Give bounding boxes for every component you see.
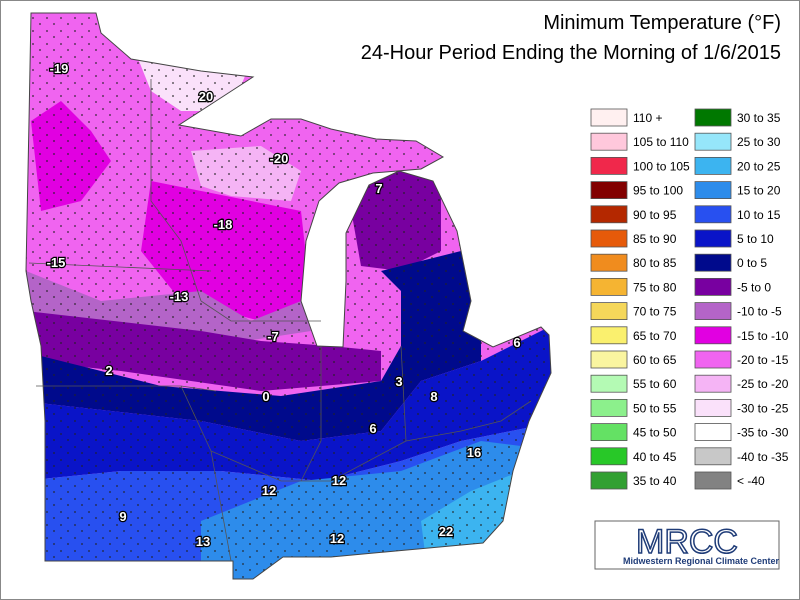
map-label: 13: [196, 534, 210, 549]
legend-label: 85 to 90: [633, 232, 677, 246]
legend-swatch: [694, 277, 732, 296]
map-label: -13: [170, 289, 189, 304]
legend-swatch: [590, 205, 628, 224]
legend-swatch: [694, 350, 732, 369]
legend-swatch: [590, 132, 628, 151]
map-label: 20: [199, 89, 213, 104]
map-label: 12: [332, 473, 346, 488]
map-label: 16: [467, 445, 481, 460]
legend-swatch: [590, 326, 628, 345]
legend-swatch: [590, 181, 628, 200]
map-label: 9: [119, 509, 126, 524]
map-label: 8: [430, 389, 437, 404]
legend-label: 40 to 45: [633, 450, 677, 464]
legend-label: 100 to 105: [633, 159, 690, 173]
legend-swatch: [694, 447, 732, 466]
legend-label: 95 to 100: [633, 184, 683, 198]
legend-label: -15 to -10: [737, 329, 789, 343]
legend-swatch: [694, 181, 732, 200]
map-title: Minimum Temperature (°F): [543, 12, 781, 34]
legend-label: 35 to 40: [633, 474, 677, 488]
legend-swatch: [694, 398, 732, 417]
legend-swatch: [694, 132, 732, 151]
map-label: 22: [439, 524, 453, 539]
map-label: 7: [375, 181, 382, 196]
map-label: -20: [270, 151, 289, 166]
logo-full-name: Midwestern Regional Climate Center: [623, 556, 780, 566]
legend-label: 70 to 75: [633, 305, 677, 319]
legend-label: 65 to 70: [633, 329, 677, 343]
legend-swatch: [590, 229, 628, 248]
legend-label: 10 to 15: [737, 208, 781, 222]
state-lines: [28, 79, 532, 562]
map-label: -15: [47, 255, 66, 270]
legend-swatch: [694, 374, 732, 393]
legend-swatch: [694, 326, 732, 345]
legend-swatch: [590, 277, 628, 296]
legend-swatch: [590, 350, 628, 369]
legend-label: 105 to 110: [633, 135, 689, 149]
legend-swatch: [694, 471, 732, 490]
legend-swatch: [590, 423, 628, 442]
map-label: 12: [330, 531, 344, 546]
legend-swatch: [694, 108, 732, 127]
legend-label: -20 to -15: [737, 353, 789, 367]
region-outline: [25, 12, 552, 580]
legend-swatch: [590, 374, 628, 393]
legend-label: 110 +: [633, 111, 662, 125]
map-label: -19: [50, 61, 69, 76]
legend-swatch: [590, 302, 628, 321]
map-label: 12: [262, 483, 276, 498]
legend-label: 50 to 55: [633, 401, 677, 415]
legend-label: 60 to 65: [633, 353, 677, 367]
map-label: 6: [369, 421, 376, 436]
legend-swatch: [694, 229, 732, 248]
logo-box: [594, 520, 780, 570]
map-label: -7: [267, 329, 279, 344]
map-subtitle: 24-Hour Period Ending the Morning of 1/6…: [361, 42, 781, 64]
legend-label: 80 to 85: [633, 256, 677, 270]
map-label: 3: [395, 374, 402, 389]
legend-swatch: [694, 253, 732, 272]
legend-label: -30 to -25: [737, 401, 789, 415]
legend-swatch: [694, 302, 732, 321]
map-label: 2: [105, 363, 112, 378]
legend-swatch: [590, 156, 628, 175]
legend-label: 75 to 80: [633, 280, 677, 294]
legend-swatch: [590, 253, 628, 272]
legend-swatch: [694, 205, 732, 224]
legend-swatch: [694, 156, 732, 175]
legend-label: 30 to 35: [737, 111, 781, 125]
legend-label: -40 to -35: [737, 450, 789, 464]
legend-label: -5 to 0: [737, 280, 771, 294]
logo-name: MRCC: [636, 523, 738, 561]
legend-label: < -40: [737, 474, 765, 488]
legend-label: 25 to 30: [737, 135, 781, 149]
legend-label: 90 to 95: [633, 208, 677, 222]
legend-label: 55 to 60: [633, 377, 677, 391]
legend-swatch: [694, 423, 732, 442]
legend-label: 0 to 5: [737, 256, 767, 270]
legend-label: 15 to 20: [737, 184, 781, 198]
legend-swatch: [590, 108, 628, 127]
map-label: -18: [214, 217, 233, 232]
legend-swatch: [590, 471, 628, 490]
legend-label: -25 to -20: [737, 377, 789, 391]
legend-label: -35 to -30: [737, 426, 789, 440]
legend-swatch: [590, 447, 628, 466]
legend-label: 20 to 25: [737, 159, 781, 173]
legend-swatch: [590, 398, 628, 417]
map-label: 0: [262, 389, 269, 404]
legend-label: 45 to 50: [633, 426, 677, 440]
legend-label: -10 to -5: [737, 305, 782, 319]
legend-label: 5 to 10: [737, 232, 774, 246]
logo: MRCC Midwestern Regional Climate Center: [594, 520, 780, 570]
map-label: 6: [513, 335, 520, 350]
